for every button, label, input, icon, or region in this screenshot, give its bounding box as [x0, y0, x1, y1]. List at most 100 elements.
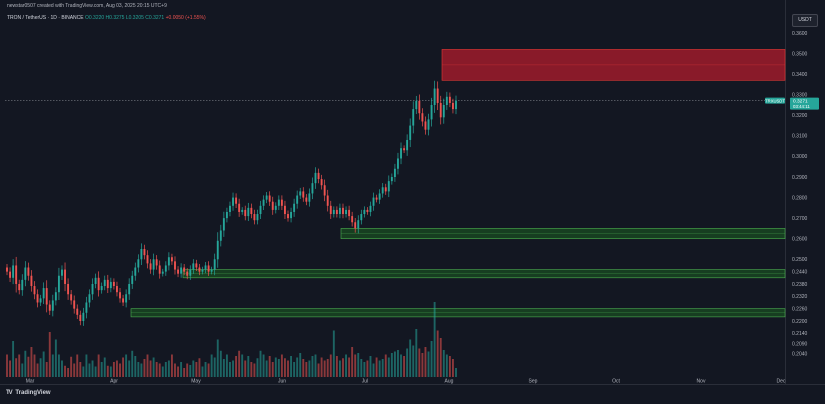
- price-tick-label: 0.2700: [792, 216, 808, 222]
- volume-bar: [42, 351, 45, 377]
- candle-body: [216, 240, 219, 260]
- candle-body: [232, 197, 234, 206]
- volume-bar: [229, 362, 231, 377]
- volume-bar: [112, 362, 115, 377]
- price-tick-label: 0.3200: [792, 113, 808, 119]
- volume-bar: [320, 357, 323, 377]
- candle-body: [100, 286, 103, 291]
- volume-bar: [354, 354, 357, 377]
- candle-body: [229, 205, 231, 212]
- volume-bar: [357, 353, 360, 377]
- candle-body: [183, 267, 186, 272]
- candle-body: [323, 185, 326, 196]
- volume-bar: [109, 366, 112, 377]
- candle-body: [299, 191, 302, 196]
- volume-bar: [183, 368, 186, 377]
- candle-body: [79, 314, 82, 321]
- candle-body: [247, 207, 250, 217]
- candle-body: [128, 283, 131, 295]
- volume-bar: [335, 356, 338, 377]
- time-tick-label: Sep: [529, 379, 538, 385]
- volume-bar: [131, 350, 134, 377]
- candle-body: [277, 199, 280, 206]
- candle-body: [284, 205, 286, 215]
- volume-bar: [259, 350, 262, 377]
- candle-body: [27, 267, 30, 276]
- candle-body: [51, 300, 54, 311]
- volume-bar: [403, 356, 406, 377]
- volume-bar: [122, 357, 125, 377]
- volume-bar: [152, 357, 155, 377]
- candle-body: [158, 265, 161, 274]
- candle-body: [210, 269, 213, 272]
- candle-body: [293, 203, 296, 212]
- candle-body: [415, 100, 418, 110]
- volume-bar: [207, 363, 210, 377]
- candle-body: [73, 300, 76, 309]
- candle-body: [436, 88, 439, 103]
- candle-body: [427, 119, 430, 130]
- volume-bar: [186, 363, 189, 377]
- candle-body: [238, 203, 241, 212]
- candle-body: [455, 100, 457, 110]
- volume-bar: [241, 354, 244, 377]
- candle-body: [61, 269, 63, 276]
- volume-bar: [326, 359, 329, 377]
- volume-bar: [45, 362, 48, 377]
- volume-bar: [195, 362, 198, 377]
- price-tick-label: 0.2800: [792, 195, 808, 201]
- volume-bar: [406, 348, 409, 377]
- volume-bar: [125, 354, 128, 377]
- volume-bar: [134, 356, 137, 377]
- volume-bar: [397, 350, 399, 377]
- candle-body: [186, 271, 189, 276]
- volume-bar: [155, 362, 158, 377]
- candle-body: [103, 279, 106, 287]
- candle-body: [39, 298, 42, 303]
- volume-bar: [198, 358, 201, 377]
- volume-bar: [271, 362, 274, 377]
- volume-bar: [88, 363, 91, 377]
- symbol-title[interactable]: TRON / TetherUS · 1D · BINANCE: [7, 15, 84, 21]
- volume-bar: [103, 357, 106, 377]
- volume-bar: [256, 358, 259, 377]
- price-tick-label: 0.3400: [792, 72, 808, 78]
- price-tick-label: 0.3100: [792, 134, 808, 140]
- volume-bar: [12, 341, 15, 377]
- candle-body: [259, 205, 262, 215]
- volume-bar: [424, 347, 427, 377]
- volume-bar: [116, 360, 118, 377]
- candle-body: [18, 283, 21, 291]
- candle-body: [445, 96, 448, 105]
- candle-body: [271, 201, 274, 210]
- candle-body: [24, 267, 27, 280]
- candle-body: [406, 139, 409, 151]
- volume-bar: [33, 354, 36, 377]
- volume-bar: [329, 354, 332, 377]
- time-tick-label: Oct: [612, 379, 620, 385]
- volume-bar: [284, 358, 286, 377]
- price-tick-label: 0.2440: [792, 269, 808, 275]
- volume-bar: [338, 360, 341, 377]
- candle-body: [390, 177, 393, 182]
- volume-bar: [51, 354, 54, 377]
- tradingview-branding[interactable]: TV TradingView: [6, 390, 51, 396]
- candle-body: [268, 195, 271, 202]
- currency-unit-button[interactable]: USDT: [792, 14, 818, 27]
- volume-bar: [177, 366, 179, 377]
- ticker-badge-text: TRXUSDT: [765, 98, 785, 103]
- candle-body: [146, 255, 149, 264]
- volume-bar: [137, 362, 140, 377]
- volume-bar: [351, 347, 354, 377]
- candle-body: [393, 168, 396, 177]
- price-tick-label: 0.2200: [792, 319, 808, 325]
- volume-bar: [85, 354, 88, 377]
- volume-bar: [201, 366, 204, 377]
- candle-body: [348, 209, 351, 217]
- candle-body: [342, 207, 344, 215]
- candle-body: [161, 271, 164, 274]
- volume-bar: [119, 363, 121, 377]
- candle-body: [152, 259, 155, 270]
